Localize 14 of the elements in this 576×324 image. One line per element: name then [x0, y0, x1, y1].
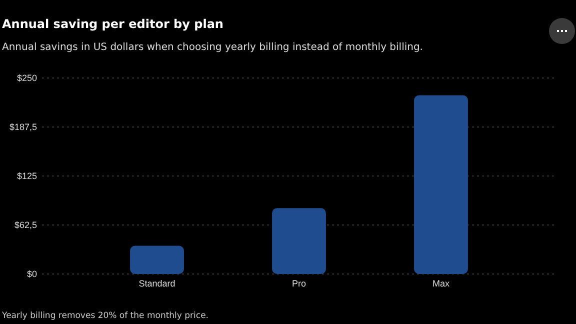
x-tick-label: Max — [432, 278, 450, 288]
chart-subtitle: Annual savings in US dollars when choosing yearly billing instead of monthly billing. — [2, 42, 423, 53]
y-tick-label: $187,5 — [9, 122, 37, 132]
x-tick-label: Pro — [292, 278, 306, 288]
x-tick-label: Standard — [138, 278, 176, 288]
y-tick-label: $0 — [26, 268, 37, 279]
bar — [130, 246, 184, 274]
y-tick-label: $62,5 — [14, 220, 37, 230]
text: Yearly billing removes 20% of the monthly price. — [1, 311, 209, 321]
y-tick-label: $125 — [16, 170, 37, 181]
bar — [414, 95, 468, 274]
y-tick-label: $250 — [16, 72, 37, 83]
chart-title: Annual saving per editor by plan — [2, 17, 224, 31]
bar — [272, 208, 326, 274]
